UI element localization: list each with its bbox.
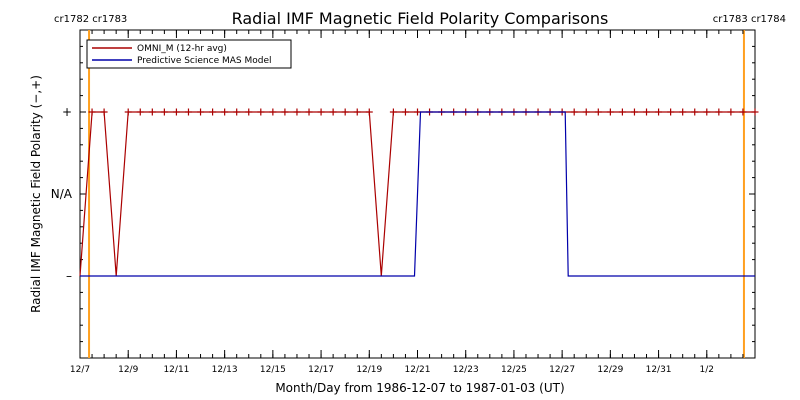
- chart-title: Radial IMF Magnetic Field Polarity Compa…: [232, 9, 609, 28]
- x-tick-label: 12/27: [549, 365, 575, 375]
- data-point: [148, 108, 156, 116]
- x-tick-label: 12/17: [308, 365, 334, 375]
- data-point: [703, 108, 711, 116]
- data-point: [160, 108, 168, 116]
- data-point: [197, 108, 205, 116]
- x-tick-label: 12/21: [405, 365, 431, 375]
- data-point: [570, 108, 578, 116]
- data-point: [341, 108, 349, 116]
- data-point: [269, 108, 277, 116]
- x-tick-label: 12/25: [501, 365, 527, 375]
- legend-label-omni: OMNI_M (12-hr avg): [137, 44, 227, 54]
- data-point: [88, 108, 96, 116]
- data-point: [643, 108, 651, 116]
- legend-box: [86, 39, 292, 69]
- data-point: [414, 108, 421, 116]
- x-tick-label: 12/19: [356, 365, 382, 375]
- legend-label-mas: Predictive Science MAS Model: [137, 56, 272, 66]
- data-point: [329, 108, 337, 116]
- data-point: [727, 108, 735, 116]
- data-point: [667, 108, 675, 116]
- x-tick-label: 12/9: [118, 365, 138, 375]
- data-point: [353, 108, 361, 116]
- x-tick-label: 1/2: [700, 365, 714, 375]
- y-tick-label: +: [62, 105, 72, 119]
- data-point: [739, 108, 747, 116]
- x-tick-label: 12/11: [163, 365, 189, 375]
- data-point: [317, 108, 325, 116]
- data-point: [233, 108, 241, 116]
- cr-label-left: cr1782 cr1783: [54, 14, 127, 25]
- data-point: [655, 108, 663, 116]
- data-point: [221, 108, 229, 116]
- data-point: [293, 108, 301, 116]
- x-axis-label: Month/Day from 1986-12-07 to 1987-01-03 …: [275, 381, 564, 395]
- cr-label-right: cr1783 cr1784: [713, 14, 786, 25]
- carrington-boundaries: [88, 30, 745, 358]
- x-tick-label: 12/29: [597, 365, 623, 375]
- data-point: [389, 108, 397, 116]
- data-point: [184, 108, 192, 116]
- x-tick-label: 12/15: [260, 365, 286, 375]
- y-tick-label: N/A: [51, 187, 73, 201]
- x-tick-label: 12/13: [212, 365, 238, 375]
- data-point: [679, 108, 687, 116]
- data-point: [582, 108, 590, 116]
- data-point: [365, 108, 373, 116]
- x-tick-label: 12/31: [646, 365, 672, 375]
- x-axis-ticks: 12/7 12/9 12/11 12/13 12/15 12/17 12/19 12/21 12…: [70, 30, 756, 375]
- data-point: [305, 108, 313, 116]
- data-point: [401, 108, 409, 116]
- data-point: [209, 108, 217, 116]
- data-point: [124, 108, 132, 116]
- data-point: [136, 108, 144, 116]
- data-point: [281, 108, 289, 116]
- x-tick-label: 12/7: [70, 365, 90, 375]
- data-point: [606, 108, 614, 116]
- data-point: [630, 108, 638, 116]
- data-point: [100, 108, 108, 116]
- y-axis-label: Radial IMF Magnetic Field Polarity (−,+): [29, 75, 43, 313]
- series-group: [79, 108, 759, 277]
- data-point: [594, 108, 602, 116]
- data-point: [257, 108, 265, 116]
- data-point: [245, 108, 253, 116]
- y-axis-ticks: + N/A –: [51, 29, 755, 359]
- data-point: [618, 108, 626, 116]
- data-point: [172, 108, 180, 116]
- data-point: [751, 108, 759, 116]
- data-point: [715, 108, 723, 116]
- y-tick-label: –: [66, 269, 72, 283]
- series-line-1: [80, 111, 755, 277]
- legend: OMNI_M (12-hr avg) Predictive Science MA…: [86, 39, 292, 69]
- x-tick-label: 12/23: [453, 365, 479, 375]
- data-point: [691, 108, 699, 116]
